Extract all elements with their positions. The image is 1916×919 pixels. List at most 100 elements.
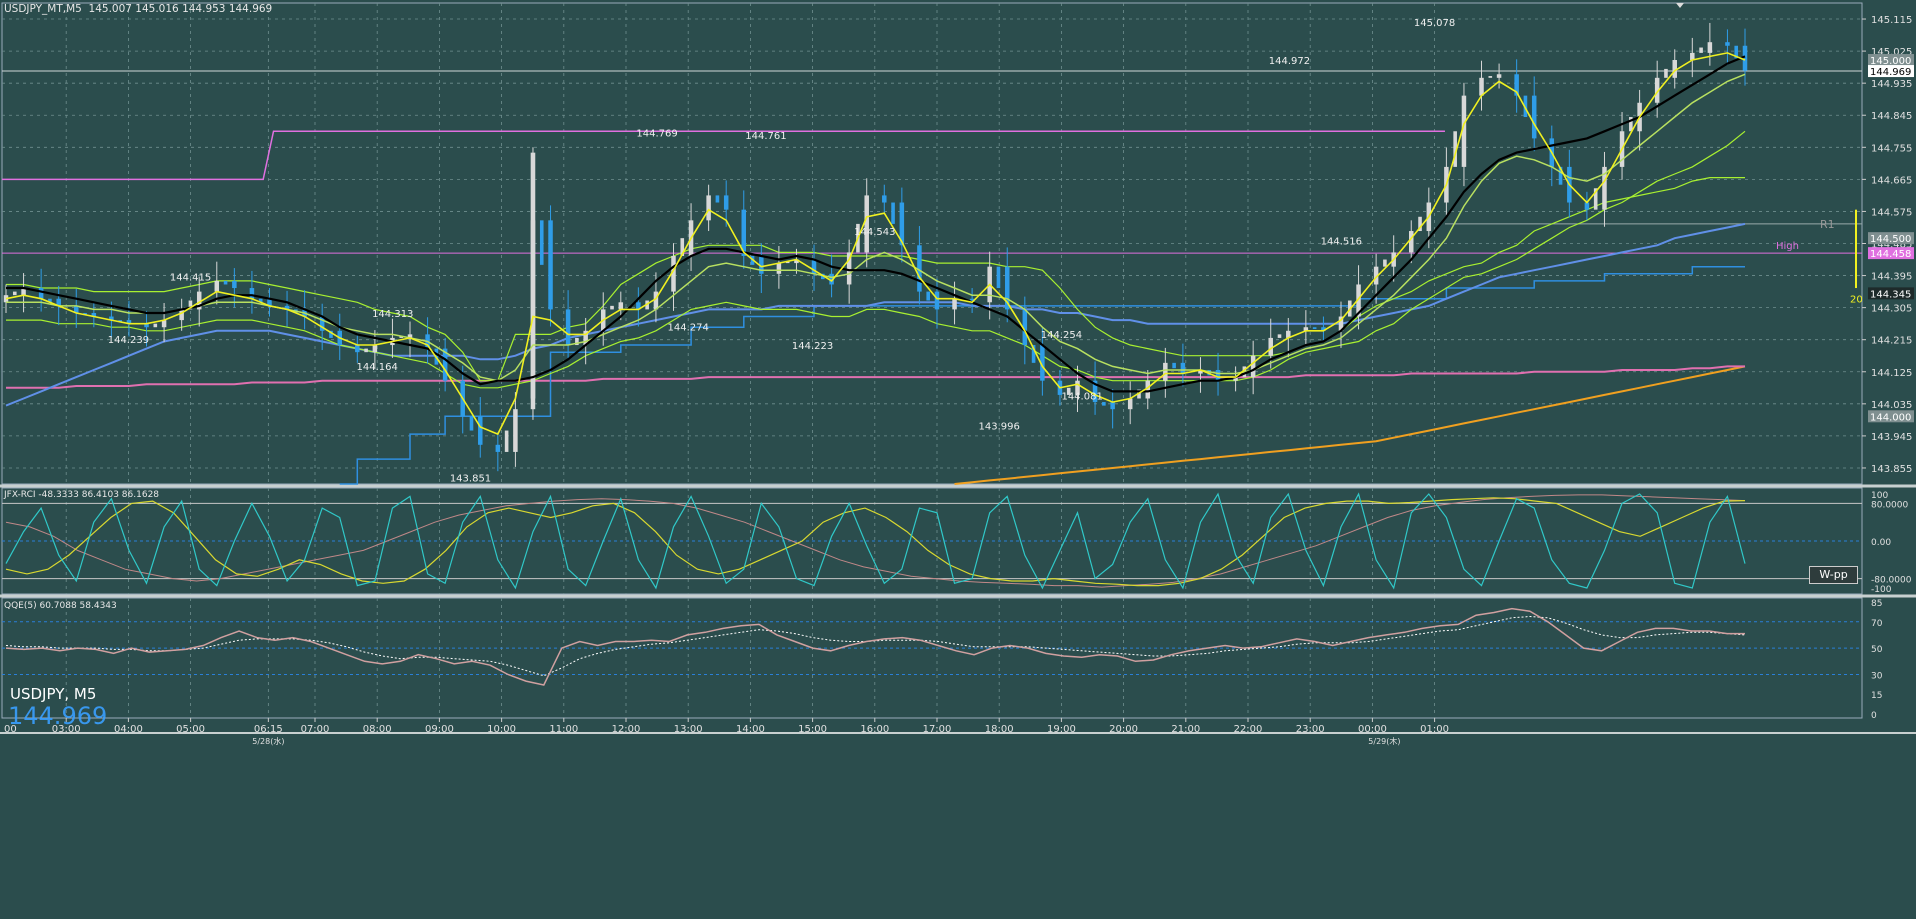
candle [469,416,474,431]
candle [91,312,97,317]
price-annotation: 144.164 [357,362,398,373]
candle [829,273,834,285]
ma-green-line [6,73,1746,382]
candle [1215,369,1221,381]
candle [1488,76,1493,78]
candle [442,348,448,381]
axis-value-label: 144.345 [1870,289,1911,300]
axis-value-box [1868,247,1914,260]
candle [179,309,184,321]
y-tick-label: 144.395 [1871,272,1912,283]
y-tick-label: 144.755 [1871,143,1912,154]
candle [1312,327,1317,330]
band-lower-line [6,130,1746,389]
qqe-tick-label: 50 [1871,645,1883,655]
candle [846,252,852,285]
candle [1250,355,1256,378]
candle [1066,387,1071,395]
x-tick-label: 01:00 [1420,724,1449,735]
rci-tick-label: 100 [1871,491,1888,501]
candle [118,320,122,322]
price-annotation: 144.415 [170,272,211,283]
candle [706,195,711,221]
ma-blue-line [5,222,1746,407]
candle [1725,42,1730,46]
candle [1180,362,1186,374]
candle [1286,330,1291,338]
candle [1690,52,1695,61]
x-tick-label: 00:00 [1358,724,1387,735]
y-tick-label: 144.125 [1871,368,1912,379]
y-tick-label: 143.945 [1871,432,1912,443]
axis-value-label: 144.500 [1870,234,1911,245]
candle [372,345,378,353]
rci-tick-label: -100 [1871,585,1892,595]
candle [399,336,404,338]
rci-mid-line [5,497,1746,587]
x-tick-label: 09:00 [425,724,454,735]
rci-long-line [5,494,1746,588]
candle [1373,266,1379,285]
candle [3,295,9,303]
axis-value-label: 144.000 [1870,412,1911,423]
y-tick-label: 144.935 [1871,79,1912,90]
candle [864,195,869,253]
candle [1198,369,1203,374]
candle [776,263,782,274]
candle [196,291,202,310]
candle [319,316,325,331]
candle [1664,68,1668,78]
x-tick-label: 21:00 [1171,724,1200,735]
x-tick-label: 05:00 [176,724,205,735]
candle [583,330,588,346]
wpp-button[interactable]: W-pp [1809,566,1858,584]
y-tick-label: 144.845 [1871,111,1912,122]
candle [811,259,817,274]
candle [1453,131,1457,167]
candle [1479,77,1484,96]
x-tick-label: 22:00 [1234,724,1263,735]
candle [329,330,333,338]
x-tick-label: 11:00 [549,724,578,735]
candle [1409,231,1414,253]
x-tick-label: 20:00 [1109,724,1138,735]
qqe-main-line [5,607,1745,686]
sma-black-line [6,55,1746,393]
candle [188,300,193,310]
candle [1163,362,1168,381]
price-annotation: 144.274 [668,323,709,334]
chart-header: USDJPY_MT,M5 145.007 145.016 144.953 144… [4,3,272,15]
candle [565,309,571,346]
candle [214,280,220,292]
pivot-line [2,130,1445,181]
candle [495,444,501,452]
ma-orange-line [954,365,1746,485]
candle [548,220,553,310]
y-tick-label: 144.485 [1871,240,1912,251]
y-tick-label: 144.215 [1871,336,1912,347]
axis-value-label: 144.969 [1870,67,1911,78]
candle [1102,402,1106,406]
pivot-label-high: High [1776,241,1799,252]
qqe-title: QQE(5) 60.7088 58.4343 [4,601,117,611]
x-tick-label: 23:00 [1296,724,1325,735]
candle [653,291,659,310]
candle [1461,95,1467,167]
candle [934,291,940,310]
candle [996,266,1001,289]
x-tick-label: 08:00 [363,724,392,735]
candle [1584,202,1590,210]
candle [794,259,799,264]
pivot-label-r1: R1 [1820,218,1835,231]
qqe-tick-label: 30 [1871,671,1883,681]
candle [513,409,518,452]
price-annotation: 144.769 [636,128,677,139]
candle [161,320,167,328]
candle [478,416,483,445]
candle [1418,216,1422,232]
candle [1734,45,1739,59]
price-annotation: 144.223 [792,341,833,352]
qqe-pane-frame [1,597,1863,719]
candle [1602,166,1607,210]
main-pane-frame [1,2,1863,485]
